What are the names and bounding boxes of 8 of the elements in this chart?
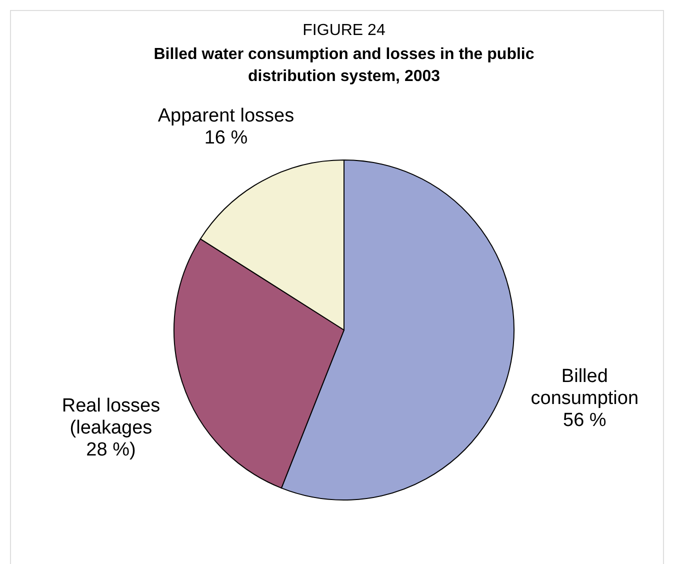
slice-label: Billed consumption <box>530 366 639 409</box>
chart-title: FIGURE 24 <box>302 22 386 39</box>
chart-subtitle: Billed water consumption and losses in the public distribution system, 2003 <box>154 46 534 85</box>
data-label: 56 % <box>563 410 606 431</box>
data-label: 28 %) <box>86 440 136 461</box>
data-label: 16 % <box>204 127 248 148</box>
slice-label: Real losses (leakages <box>62 396 160 439</box>
slice-label: Apparent losses <box>158 105 294 126</box>
